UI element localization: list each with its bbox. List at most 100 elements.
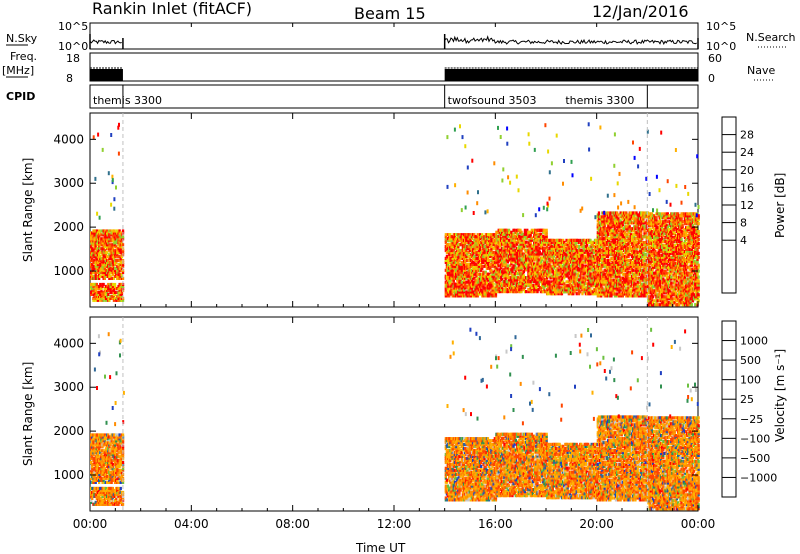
echo-cell	[113, 251, 117, 255]
echo-cell	[497, 276, 500, 280]
echo-cell	[98, 286, 101, 291]
echo-cell	[92, 249, 95, 253]
echo-cell	[452, 280, 455, 284]
echo-cell	[467, 254, 470, 258]
echo-cell	[444, 292, 447, 296]
echo-cell	[464, 260, 467, 264]
echo-cell	[483, 248, 486, 253]
echo-cell	[472, 290, 475, 294]
echo-cell	[492, 246, 495, 251]
echo-cell	[115, 229, 118, 233]
echo-cell	[106, 284, 109, 289]
echo-cell	[103, 249, 106, 253]
echo-cell	[456, 278, 459, 282]
echo-cell	[457, 260, 460, 264]
echo-cell	[112, 245, 116, 249]
echo-cell	[482, 260, 485, 264]
echo-cell	[119, 261, 122, 265]
echo-cell	[96, 231, 100, 235]
echo-cell	[492, 276, 495, 280]
echo-cell	[99, 239, 102, 243]
echo-cell	[478, 233, 482, 237]
echo-cell	[495, 282, 498, 286]
echo-cell	[475, 266, 478, 270]
echo-cell	[448, 288, 451, 292]
echo-cell	[99, 243, 102, 247]
echo-cell	[99, 264, 102, 269]
echo-cell	[113, 253, 117, 257]
echo-cell	[460, 272, 463, 276]
echo-cell	[104, 263, 108, 267]
echo-cell	[474, 246, 477, 251]
echo-cell	[473, 260, 476, 264]
nave-tick-top: 60	[708, 52, 722, 65]
echo-cell	[486, 237, 490, 241]
echo-cell	[113, 206, 116, 211]
echo-cell	[571, 173, 574, 178]
echo-cell	[102, 270, 105, 275]
echo-cell	[469, 264, 472, 268]
echo-cell	[504, 262, 507, 266]
echo-cell	[550, 161, 553, 166]
echo-cell	[483, 274, 486, 278]
echo-cell	[468, 237, 471, 241]
echo-cell	[464, 205, 467, 210]
echo-cell	[93, 253, 96, 257]
echo-cell	[115, 261, 118, 265]
echo-cell	[473, 233, 476, 237]
echo-cell	[116, 255, 119, 259]
echo-cell	[119, 292, 122, 296]
echo-cell	[460, 260, 463, 264]
echo-cell	[96, 268, 100, 273]
echo-cell	[464, 264, 467, 268]
echo-cell	[102, 268, 105, 273]
echo-cell	[534, 213, 537, 218]
echo-cell	[482, 254, 485, 258]
echo-cell	[93, 241, 96, 245]
echo-cell	[449, 290, 452, 294]
echo-cell	[486, 292, 490, 296]
echo-cell	[90, 292, 93, 296]
echo-cell	[503, 284, 506, 288]
echo-cell	[119, 237, 122, 241]
echo-cell	[454, 292, 458, 296]
echo-cell	[489, 274, 492, 278]
echo-cell	[489, 248, 492, 253]
echo-cell	[98, 272, 101, 276]
echo-cell	[454, 282, 458, 286]
echo-cell	[453, 270, 457, 274]
echo-cell	[503, 282, 506, 286]
echo-cell	[93, 247, 96, 251]
echo-cell	[112, 298, 116, 302]
echo-cell	[475, 282, 478, 286]
echo-cell	[493, 245, 496, 249]
echo-cell	[469, 246, 472, 251]
echo-cell	[449, 237, 452, 241]
echo-cell	[491, 272, 494, 276]
echo-cell	[590, 176, 593, 181]
echo-cell	[119, 259, 122, 263]
echo-cell	[495, 290, 498, 294]
cpid-modes: themis 3300 twofsound 3503 themis 3300	[89, 85, 648, 108]
echo-cell	[555, 133, 558, 138]
echo-cell	[116, 286, 119, 291]
echo-cell	[464, 270, 467, 274]
echo-cell	[119, 272, 122, 276]
echo-cell	[449, 258, 452, 262]
echo-cell	[104, 231, 108, 235]
echo-cell	[491, 252, 494, 257]
echo-cell	[489, 250, 492, 255]
echo-cell	[467, 241, 470, 245]
echo-cell	[445, 243, 449, 247]
echo-cell	[102, 292, 105, 296]
echo-cell	[96, 239, 100, 243]
echo-cell	[469, 290, 472, 294]
echo-cell	[446, 239, 450, 243]
echo-cell	[498, 290, 502, 294]
echo-cell	[104, 257, 108, 261]
echo-cell	[486, 233, 490, 237]
echo-cell	[469, 274, 472, 278]
echo-cell	[486, 290, 490, 294]
echo-cell	[471, 158, 474, 163]
